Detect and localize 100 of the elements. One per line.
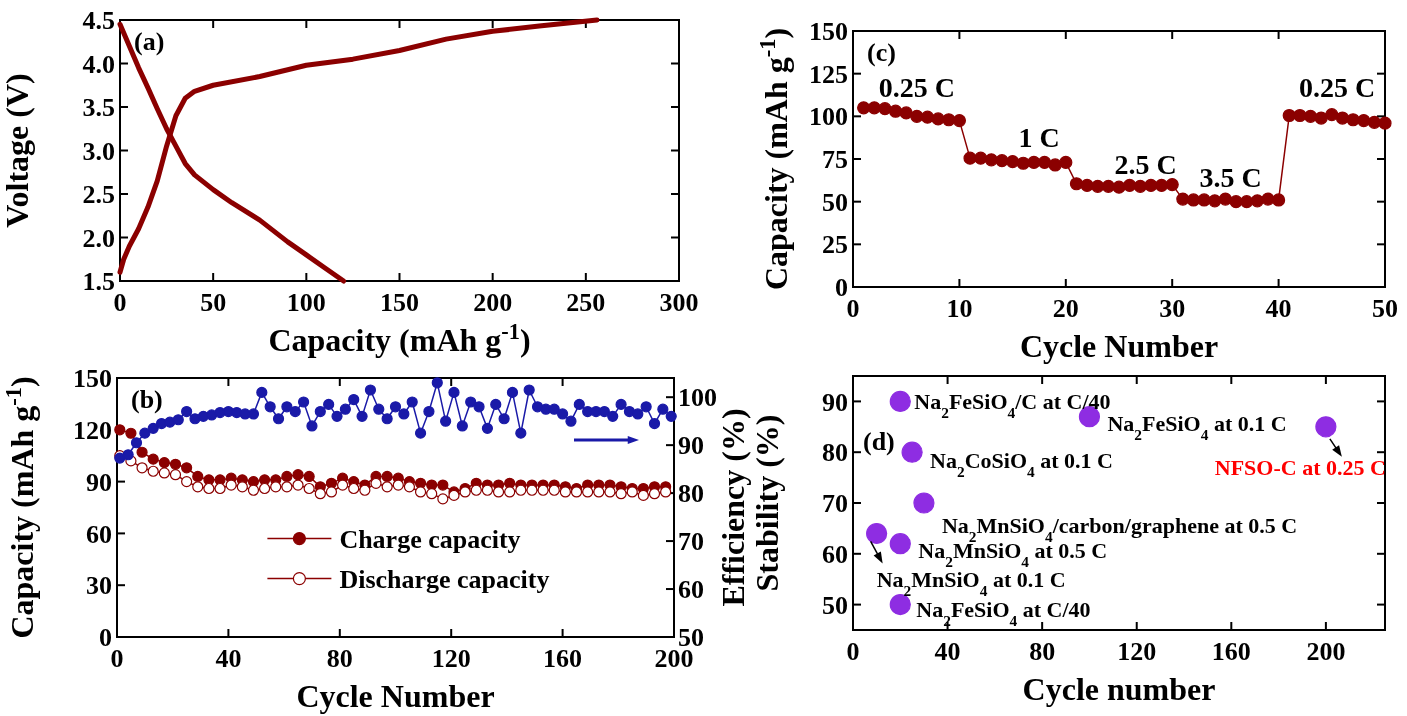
point	[1133, 179, 1147, 193]
point	[660, 486, 672, 498]
point	[913, 492, 935, 514]
x-tick-label: 40	[215, 644, 242, 673]
y-tick-label: 125	[809, 59, 848, 89]
legend-label: Charge capacity	[339, 524, 521, 554]
point	[889, 390, 911, 412]
point	[626, 486, 638, 498]
x-tick-label: 160	[543, 644, 583, 673]
point	[889, 594, 911, 616]
point	[136, 462, 148, 474]
point	[114, 424, 126, 436]
y-tick-label: 60	[86, 519, 112, 549]
point	[158, 457, 170, 469]
point	[336, 479, 349, 491]
point	[1154, 178, 1169, 193]
point	[1101, 179, 1115, 193]
point	[1303, 109, 1318, 123]
x-tick-label: 50	[1372, 294, 1398, 323]
point	[901, 441, 923, 463]
y-tick-label: 70	[822, 489, 848, 519]
point	[559, 486, 571, 498]
x-tick-label: 200	[473, 288, 513, 317]
point	[314, 488, 326, 500]
point	[437, 493, 449, 505]
point	[878, 102, 892, 116]
point	[181, 476, 193, 488]
point	[370, 477, 382, 489]
x-tick-label: 10	[946, 294, 973, 323]
point	[448, 489, 460, 502]
point	[504, 486, 516, 498]
y-tick-label: 150	[809, 17, 848, 47]
point	[1037, 155, 1052, 170]
point	[1314, 111, 1328, 125]
point	[604, 486, 616, 498]
y2-axis-title: Efficiency (%)	[715, 408, 751, 607]
y-tick-label: 3.5	[82, 93, 115, 123]
y2-tick-label: 100	[678, 383, 717, 413]
point	[259, 482, 271, 495]
x-tick-label: 120	[431, 644, 471, 673]
y-tick-label: 75	[822, 145, 848, 175]
x-axis-title: Cycle number	[1022, 671, 1216, 707]
point	[952, 114, 966, 128]
x-axis-title: Cycle Number	[296, 678, 495, 714]
point	[437, 479, 449, 491]
point	[470, 484, 482, 496]
point	[1229, 195, 1243, 209]
point	[648, 488, 661, 500]
point	[236, 481, 248, 493]
point	[1016, 156, 1030, 170]
annotation: (b)	[131, 385, 163, 414]
y-tick-label: 100	[809, 102, 848, 132]
point	[1378, 116, 1392, 130]
point	[1027, 155, 1041, 170]
point	[492, 486, 505, 498]
y-tick-label: 60	[822, 539, 848, 569]
point	[381, 470, 393, 483]
point	[414, 486, 427, 498]
point	[136, 446, 148, 458]
point	[1165, 178, 1179, 192]
annotation: 0.25 C	[1299, 72, 1376, 104]
point	[192, 470, 204, 483]
point	[1144, 178, 1158, 193]
point	[192, 481, 204, 493]
point	[1059, 155, 1073, 170]
annotation: Na$_{2}$FeSiO$_{4}$ at 0.1 C	[1107, 410, 1287, 443]
point	[303, 482, 315, 495]
annotation: (a)	[134, 27, 165, 56]
point	[1112, 180, 1126, 194]
point	[1367, 115, 1381, 129]
point	[1357, 114, 1371, 128]
x-tick-label: 150	[380, 288, 419, 317]
point	[158, 467, 170, 479]
legend-label: Discharge capacity	[339, 564, 550, 594]
point	[1208, 194, 1222, 208]
y2-tick-label: 60	[678, 575, 704, 605]
y-tick-label: 90	[822, 387, 848, 417]
point	[888, 104, 903, 118]
point	[974, 151, 988, 165]
point	[270, 481, 282, 493]
point	[303, 470, 315, 483]
point	[920, 110, 935, 124]
y-tick-label: 150	[73, 364, 112, 394]
point	[615, 488, 627, 500]
point	[359, 484, 371, 496]
y2-tick-label: 90	[678, 431, 704, 461]
point	[995, 154, 1009, 168]
point	[1240, 195, 1254, 209]
annotation: Na$_{2}$CoSiO$_{4}$ at 0.1 C	[930, 448, 1113, 480]
point	[169, 458, 182, 470]
x-tick-label: 80	[326, 644, 353, 673]
x-axis-title: Capacity (mAh g$^{-1}$)	[268, 318, 531, 358]
x-tick-label: 40	[934, 637, 961, 666]
point	[1197, 193, 1211, 207]
point	[459, 486, 471, 498]
point	[348, 482, 360, 495]
y2-tick-label: 80	[678, 479, 704, 509]
y-tick-label: 50	[822, 590, 848, 620]
point	[1282, 108, 1296, 123]
y-tick-label: 2.0	[82, 223, 115, 253]
